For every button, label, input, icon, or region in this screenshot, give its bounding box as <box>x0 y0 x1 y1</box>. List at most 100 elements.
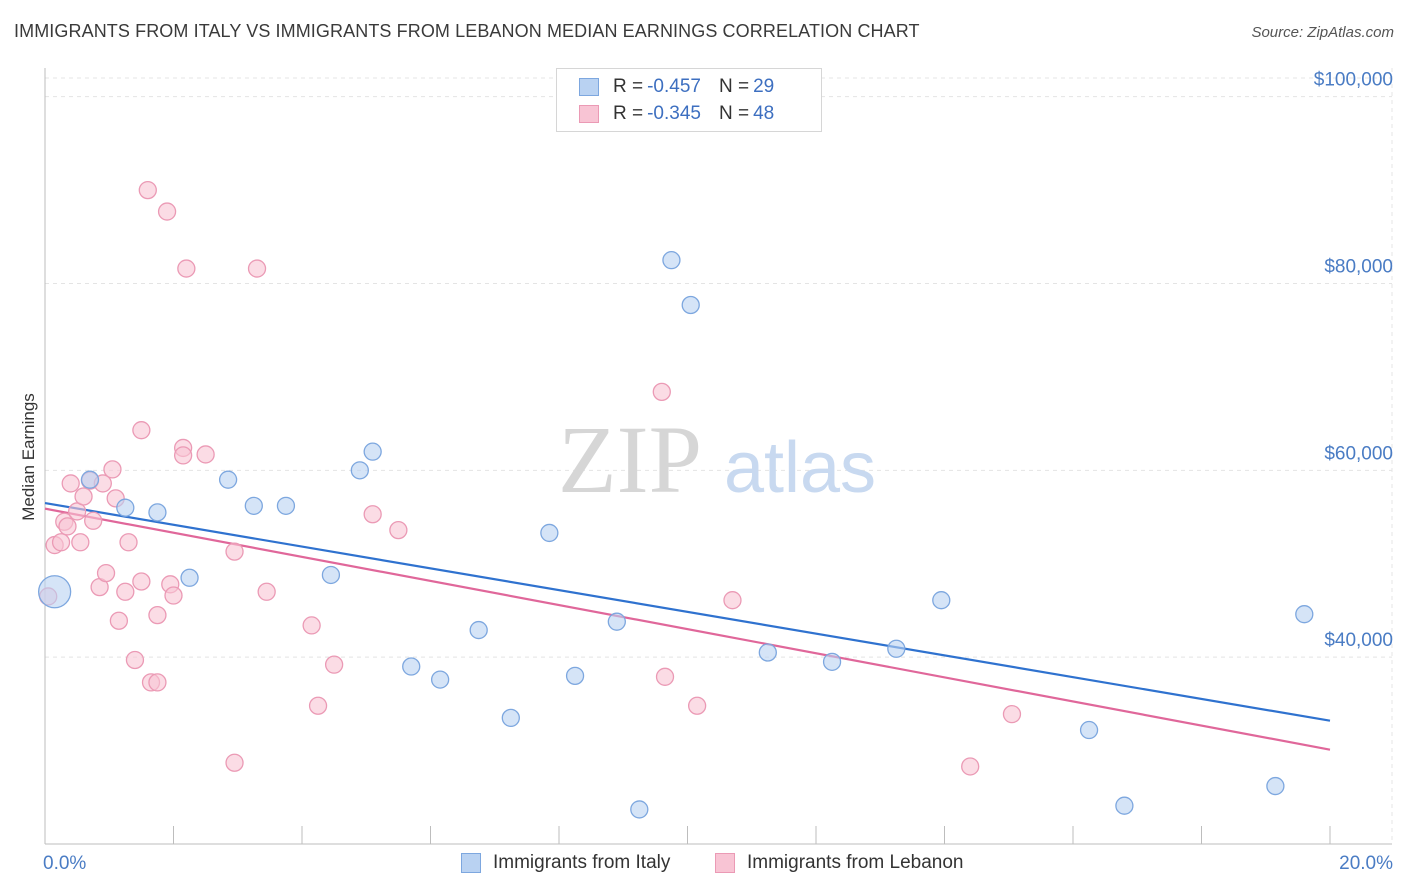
italy-point <box>180 568 199 587</box>
italy-r-value: -0.457 <box>647 76 701 97</box>
italy-point <box>607 612 626 631</box>
lebanon-point <box>177 259 196 278</box>
lebanon-swatch <box>579 105 599 123</box>
lebanon-point <box>61 474 80 493</box>
lebanon-point <box>173 446 193 465</box>
legend-item-italy[interactable]: Immigrants from Italy <box>461 852 670 874</box>
axes <box>44 68 1392 845</box>
lebanon-point <box>148 673 167 692</box>
lebanon-point <box>58 517 77 536</box>
lebanon-point <box>74 487 93 506</box>
italy-point <box>37 575 72 609</box>
y-axis-label: Median Earnings <box>19 393 38 521</box>
lebanon-point <box>225 542 244 561</box>
legend-row-lebanon: R = -0.345 N = 48 <box>579 101 774 127</box>
italy-point <box>363 442 382 461</box>
italy-point <box>1115 796 1134 815</box>
chart-title: IMMIGRANTS FROM ITALY VS IMMIGRANTS FROM… <box>14 21 920 41</box>
italy-n-label: N = <box>718 76 750 97</box>
lebanon-r-label: R = <box>613 103 644 124</box>
lebanon-point <box>132 421 151 440</box>
italy-legend-label: Immigrants from Italy <box>493 852 671 873</box>
correlation-legend: R = -0.457 N = 29 R = -0.345 N = 48 <box>556 68 822 132</box>
scatter-points <box>37 180 1314 819</box>
lebanon-legend-swatch <box>715 853 735 873</box>
italy-point <box>80 470 100 489</box>
legend-row-italy: R = -0.457 N = 29 <box>579 74 774 100</box>
lebanon-point <box>257 582 276 601</box>
italy-point <box>540 523 559 543</box>
lebanon-point <box>723 591 742 610</box>
italy-trend-line <box>44 501 1331 722</box>
italy-point <box>681 295 700 315</box>
italy-point <box>276 496 296 515</box>
lebanon-point <box>138 180 157 200</box>
italy-legend-swatch <box>461 853 481 873</box>
source-label: Source: ZipAtlas.com <box>1251 24 1394 41</box>
italy-point <box>321 565 341 585</box>
italy-point <box>350 461 369 480</box>
series-legend: Immigrants from Italy Immigrants from Le… <box>0 852 1406 878</box>
lebanon-point <box>389 520 408 540</box>
lebanon-point <box>225 753 244 772</box>
lebanon-point <box>84 511 103 530</box>
italy-point <box>565 666 585 686</box>
lebanon-point <box>363 505 382 524</box>
trend-lines <box>44 501 1331 751</box>
lebanon-point <box>164 586 183 605</box>
italy-point <box>469 620 488 640</box>
italy-point <box>244 496 263 515</box>
italy-point <box>430 670 450 689</box>
y-tick-label: $60,000 <box>1324 443 1393 464</box>
italy-n-value: 29 <box>753 76 775 97</box>
lebanon-point <box>157 202 177 221</box>
x-tick-label: 0.0% <box>43 853 86 874</box>
tick-labels: $40,000 $60,000 $80,000 $100,000 0.0% 20.0% <box>43 70 1393 874</box>
legend-item-lebanon[interactable]: Immigrants from Lebanon <box>715 852 964 874</box>
lebanon-point <box>302 616 321 635</box>
lebanon-point <box>125 650 145 670</box>
italy-r-label: R = <box>613 76 644 97</box>
watermark-atlas: atlas <box>724 428 876 508</box>
y-tick-label: $100,000 <box>1314 70 1393 91</box>
lebanon-point <box>687 696 707 715</box>
lebanon-trend-line <box>44 507 1331 751</box>
lebanon-r-value: -0.345 <box>647 103 701 124</box>
italy-point <box>758 643 777 662</box>
italy-swatch <box>579 78 599 96</box>
lebanon-point <box>655 667 675 686</box>
lebanon-point <box>51 533 71 552</box>
lebanon-point <box>96 563 116 583</box>
y-tick-label: $80,000 <box>1324 257 1393 278</box>
x-tick-label: 20.0% <box>1339 853 1393 874</box>
lebanon-point <box>119 533 138 552</box>
lebanon-point <box>196 445 215 464</box>
italy-point <box>932 591 951 610</box>
lebanon-point <box>652 382 671 402</box>
lebanon-point <box>961 757 980 776</box>
lebanon-point <box>148 605 167 625</box>
lebanon-n-label: N = <box>718 103 750 124</box>
gridlines <box>45 68 1393 844</box>
italy-point <box>402 657 421 676</box>
italy-point <box>822 652 842 671</box>
lebanon-point <box>103 460 122 479</box>
lebanon-point <box>116 582 135 601</box>
italy-point <box>662 251 681 270</box>
lebanon-n-value: 48 <box>753 103 775 124</box>
lebanon-point <box>71 533 90 552</box>
italy-point <box>116 498 135 517</box>
italy-point <box>630 800 649 819</box>
italy-point <box>1079 720 1099 740</box>
lebanon-point <box>109 611 129 630</box>
italy-point <box>501 708 520 728</box>
lebanon-point <box>1002 705 1022 724</box>
lebanon-legend-label: Immigrants from Lebanon <box>747 852 964 873</box>
italy-point <box>1266 776 1285 796</box>
italy-point <box>148 503 167 522</box>
italy-point <box>218 470 238 489</box>
italy-point <box>1295 605 1314 624</box>
y-tick-label: $40,000 <box>1324 630 1393 651</box>
watermark-zip: ZIP <box>558 406 702 513</box>
